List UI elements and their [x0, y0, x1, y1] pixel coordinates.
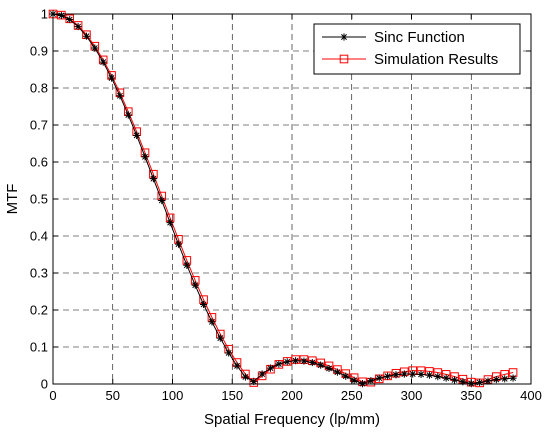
sinc-point: [158, 196, 166, 205]
x-tick-label: 400: [520, 388, 542, 403]
x-tick-label: 300: [401, 388, 423, 403]
sinc-point: [484, 377, 492, 385]
legend: Sinc Function Simulation Results: [313, 23, 521, 75]
sinc-point: [325, 364, 333, 373]
sinc-point: [166, 219, 174, 227]
sinc-point: [241, 373, 249, 381]
sinc-point: [233, 362, 241, 370]
x-tick-label: 350: [460, 388, 482, 403]
sinc-point: [367, 377, 375, 385]
sinc-point: [492, 375, 500, 384]
sinc-point: [308, 358, 316, 367]
x-tick-label: 0: [49, 388, 56, 403]
sinc-point: [392, 371, 400, 379]
x-axis-label: Spatial Frequency (lp/mm): [204, 411, 380, 428]
y-tick-label: 0.9: [30, 44, 48, 59]
series-sinc-function: [49, 10, 517, 388]
x-tick-label: 100: [162, 388, 184, 403]
sinc-point: [291, 357, 300, 365]
y-tick-label: 0.5: [30, 192, 48, 207]
ticks: 0 50 100 150 200 250 300 350 400 0 0.1 0.2 0.3 0.4 0.5…: [30, 7, 542, 404]
series-group: [48, 9, 518, 388]
sinc-point: [57, 11, 65, 20]
legend-box: [313, 23, 521, 75]
y-tick-label: 0.3: [30, 266, 48, 281]
sinc-point: [384, 372, 392, 380]
sinc-point: [266, 364, 275, 372]
sinc-point: [258, 370, 266, 378]
y-tick-label: 0.6: [30, 155, 48, 170]
y-tick-label: 0.8: [30, 81, 48, 96]
legend-label-sinc: Sinc Function: [374, 29, 465, 46]
sinc-point: [124, 111, 132, 119]
y-tick-label: 0.2: [30, 303, 48, 318]
sinc-point: [434, 373, 442, 381]
sinc-point: [141, 153, 149, 161]
sinc-point: [283, 358, 291, 366]
sinc-point: [476, 378, 484, 387]
sinc-point: [275, 360, 283, 368]
legend-label-simulation: Simulation Results: [374, 51, 498, 68]
sinc-point: [183, 261, 191, 269]
sinc-point: [191, 281, 199, 289]
sinc-point: [350, 376, 358, 384]
sinc-point: [216, 334, 224, 342]
sinc-point: [450, 376, 459, 384]
sinc-point: [501, 375, 509, 383]
sinc-point: [91, 44, 99, 52]
x-tick-label: 200: [281, 388, 303, 403]
sinc-point: [417, 370, 425, 378]
legend-marker-sinc: [340, 33, 348, 41]
sinc-point: [409, 370, 417, 378]
sinc-point: [82, 32, 91, 40]
sinc-point: [300, 357, 308, 365]
sinc-point: [375, 374, 383, 382]
x-tick-label: 150: [221, 388, 243, 403]
y-axis-label: MTF: [4, 184, 21, 215]
sinc-point: [116, 92, 124, 100]
x-tick-label: 50: [106, 388, 120, 403]
y-tick-label: 0: [41, 377, 48, 392]
sinc-point: [174, 240, 183, 248]
sinc-point: [509, 374, 517, 382]
sinc-point: [99, 58, 107, 66]
y-tick-label: 0.4: [30, 229, 48, 244]
y-tick-label: 0.1: [30, 340, 48, 355]
sinc-point: [66, 15, 74, 24]
legend-square-marker: [339, 54, 349, 64]
sinc-point: [342, 372, 350, 380]
sinc-point: [250, 377, 258, 386]
sinc-point: [400, 370, 408, 378]
sinc-point: [199, 300, 208, 309]
y-tick-label: 0.7: [30, 118, 48, 133]
y-tick-label: 1: [41, 7, 48, 22]
sinc-point: [149, 175, 157, 183]
sinc-point: [133, 131, 141, 139]
sinc-point: [317, 361, 325, 369]
x-tick-label: 250: [341, 388, 363, 403]
sinc-point: [225, 349, 233, 357]
legend-marker-simulation: [339, 54, 349, 64]
grid: [53, 14, 531, 384]
sinc-point: [74, 22, 82, 31]
sinc-point: [442, 374, 450, 382]
sinc-point: [425, 371, 434, 379]
legend-asterisk-marker: [340, 33, 348, 41]
sinc-point: [333, 368, 342, 376]
sinc-point: [107, 74, 116, 82]
sinc-point: [459, 378, 467, 386]
sinc-point: [208, 318, 216, 326]
